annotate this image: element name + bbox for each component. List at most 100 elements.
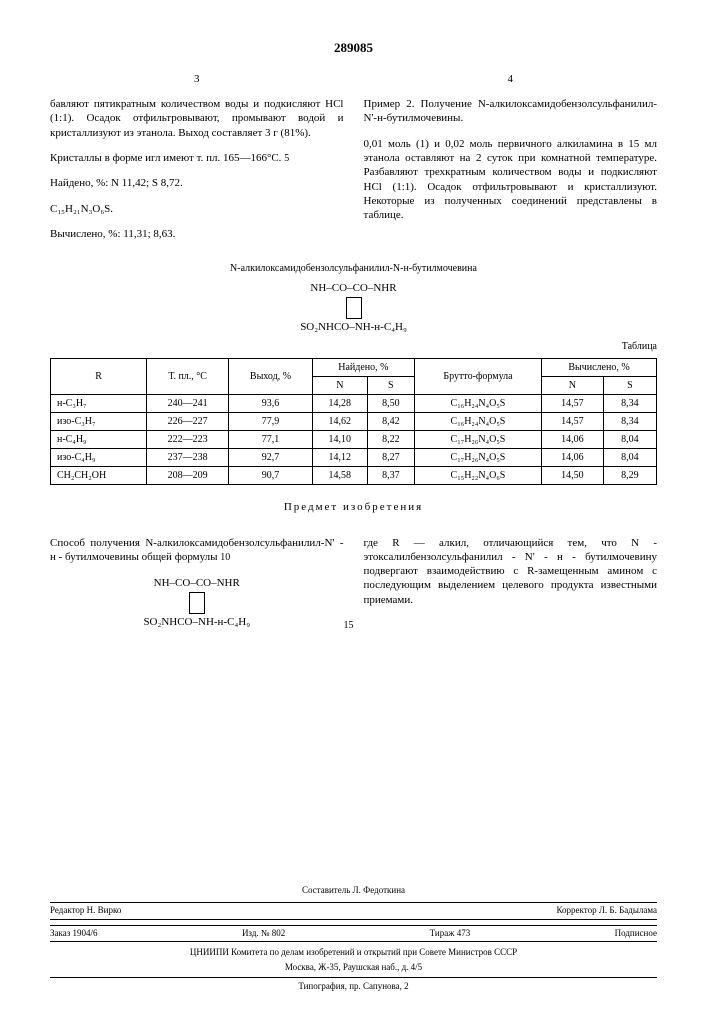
- claim-left-col: Способ получения N-алкилоксамидобензолсу…: [50, 525, 344, 636]
- th-r: R: [51, 359, 147, 395]
- footer-corrector: Корректор Л. Б. Бадылама: [556, 905, 657, 917]
- column-3: 3 бавляют пятикратным количеством воды и…: [50, 72, 344, 252]
- claim-left-text: Способ получения N-алкилоксамидобензолсу…: [50, 536, 344, 565]
- footer-compiler: Составитель Л. Федоткина: [50, 885, 657, 897]
- table-row: изо-C₄H₉237—23892,714,128,27C₁₇H₂₆N₄O₅S1…: [51, 449, 657, 467]
- table-cell: 8,50: [367, 395, 414, 413]
- table-cell: 14,06: [542, 449, 604, 467]
- table-cell: изо-C₄H₉: [51, 449, 147, 467]
- table-cell: 8,34: [603, 395, 656, 413]
- th-calc-n: N: [542, 377, 604, 395]
- table-cell: 8,22: [367, 431, 414, 449]
- table-cell: 14,28: [312, 395, 367, 413]
- formula-top-2: NH–CO–CO–NHR: [50, 575, 344, 592]
- table-cell: C₁₅H₂₂N₄O₆S: [414, 467, 541, 485]
- formula-bottom-2: SO₂NHCO–NH-н-C₄H₉: [50, 614, 344, 631]
- th-found: Найдено, %: [312, 359, 414, 377]
- footer-org: ЦНИИПИ Комитета по делам изобретений и о…: [50, 947, 657, 959]
- col3-para1: бавляют пятикратным количеством воды и п…: [50, 97, 344, 140]
- table-cell: 93,6: [229, 395, 313, 413]
- table-cell: C₁₇H₂₆N₄O₅S: [414, 449, 541, 467]
- table-cell: 14,06: [542, 431, 604, 449]
- column-4: 4 Пример 2. Получение N-алкилоксамидобен…: [364, 72, 658, 252]
- data-table: R Т. пл., °С Выход, % Найдено, % Брутто-…: [50, 358, 657, 485]
- footer-editor-row: Редактор Н. Вирко Корректор Л. Б. Бадыла…: [50, 902, 657, 920]
- footer-tirage: Тираж 473: [430, 928, 471, 940]
- table-row: н-C₃H₇240—24193,614,288,50C₁₆H₂₄N₄O₅S14,…: [51, 395, 657, 413]
- benzene-ring-2: [50, 592, 344, 614]
- patent-number: 289085: [50, 40, 657, 57]
- line-marker-10: 10: [220, 551, 235, 564]
- claim-right-col: где R — алкил, отличающийся тем, что N -…: [364, 525, 658, 636]
- table-header-row-1: R Т. пл., °С Выход, % Найдено, % Брутто-…: [51, 359, 657, 377]
- table-cell: 14,10: [312, 431, 367, 449]
- th-found-n: N: [312, 377, 367, 395]
- table-cell: 237—238: [147, 449, 229, 467]
- th-calc-s: S: [603, 377, 656, 395]
- footer: Составитель Л. Федоткина Редактор Н. Вир…: [50, 885, 657, 992]
- th-yield: Выход, %: [229, 359, 313, 395]
- footer-pub: Изд. № 802: [242, 928, 285, 940]
- footer-typography: Типография, пр. Сапунова, 2: [50, 977, 657, 993]
- table-cell: 226—227: [147, 413, 229, 431]
- chemical-formula-2: NH–CO–CO–NHR SO₂NHCO–NH-н-C₄H₉: [50, 575, 344, 630]
- table-cell: C₁₇H₂₆N₄O₅S: [414, 431, 541, 449]
- table-row: CH₂CH₂OH208—20990,714,588,37C₁₅H₂₂N₄O₆S1…: [51, 467, 657, 485]
- col3-para5: Вычислено, %: 11,31; 8,63.: [50, 227, 344, 241]
- table-cell: 8,04: [603, 449, 656, 467]
- table-cell: 8,27: [367, 449, 414, 467]
- footer-editor: Редактор Н. Вирко: [50, 905, 121, 917]
- table-cell: 14,50: [542, 467, 604, 485]
- table-cell: 8,29: [603, 467, 656, 485]
- footer-order-row: Заказ 1904/6 Изд. № 802 Тираж 473 Подпис…: [50, 925, 657, 943]
- table-cell: 240—241: [147, 395, 229, 413]
- columns-top: 3 бавляют пятикратным количеством воды и…: [50, 72, 657, 252]
- table-cell: C₁₆H₂₄N₄O₅S: [414, 413, 541, 431]
- table-cell: 14,57: [542, 395, 604, 413]
- th-mp: Т. пл., °С: [147, 359, 229, 395]
- claims-columns: Способ получения N-алкилоксамидобензолсу…: [50, 525, 657, 636]
- table-cell: 14,12: [312, 449, 367, 467]
- table-cell: н-C₄H₉: [51, 431, 147, 449]
- table-cell: н-C₃H₇: [51, 395, 147, 413]
- table-cell: CH₂CH₂OH: [51, 467, 147, 485]
- col3-para4: C₁₅H₂₁N₃O₆S.: [50, 202, 344, 216]
- col3-para2: Кристаллы в форме игл имеют т. пл. 165—1…: [50, 151, 344, 165]
- formula-top-1: NH–CO–CO–NHR: [50, 280, 657, 297]
- table-cell: изо-C₃H₇: [51, 413, 147, 431]
- table-cell: 8,42: [367, 413, 414, 431]
- line-marker-15: 15: [344, 619, 359, 632]
- th-calc: Вычислено, %: [542, 359, 657, 377]
- footer-address: Москва, Ж-35, Раушская наб., д. 4/5: [50, 962, 657, 974]
- table-cell: 92,7: [229, 449, 313, 467]
- table-row: н-C₄H₉222—22377,114,108,22C₁₇H₂₆N₄O₅S14,…: [51, 431, 657, 449]
- col-num-4: 4: [364, 72, 658, 86]
- compound-title: N-алкилоксамидобензолсульфанилил-N-н-бут…: [50, 262, 657, 275]
- col3-para3: Найдено, %: N 11,42; S 8,72.: [50, 176, 344, 190]
- table-body: н-C₃H₇240—24193,614,288,50C₁₆H₂₄N₄O₅S14,…: [51, 395, 657, 485]
- th-formula: Брутто-формула: [414, 359, 541, 395]
- footer-subscription: Подписное: [615, 928, 657, 940]
- line-marker-5: 5: [284, 152, 299, 165]
- table-row: изо-C₃H₇226—22777,914,628,42C₁₆H₂₄N₄O₅S1…: [51, 413, 657, 431]
- table-cell: 14,62: [312, 413, 367, 431]
- table-cell: 77,9: [229, 413, 313, 431]
- table-cell: 14,57: [542, 413, 604, 431]
- benzene-ring-1: [50, 297, 657, 319]
- table-label: Таблица: [50, 340, 657, 353]
- formula-bottom-1: SO₂NHCO–NH-н-C₄H₉: [50, 319, 657, 336]
- table-cell: 8,37: [367, 467, 414, 485]
- col4-para1: Пример 2. Получение N-алкилоксамидобензо…: [364, 97, 658, 126]
- table-cell: 8,04: [603, 431, 656, 449]
- table-cell: 77,1: [229, 431, 313, 449]
- claim-right-text: где R — алкил, отличающийся тем, что N -…: [364, 536, 658, 607]
- table-cell: C₁₆H₂₄N₄O₅S: [414, 395, 541, 413]
- claims-title: Предмет изобретения: [50, 500, 657, 514]
- table-cell: 14,58: [312, 467, 367, 485]
- col4-para2: 0,01 моль (1) и 0,02 моль первичного алк…: [364, 137, 658, 223]
- col-num-3: 3: [50, 72, 344, 86]
- table-cell: 208—209: [147, 467, 229, 485]
- th-found-s: S: [367, 377, 414, 395]
- footer-order: Заказ 1904/6: [50, 928, 98, 940]
- table-cell: 90,7: [229, 467, 313, 485]
